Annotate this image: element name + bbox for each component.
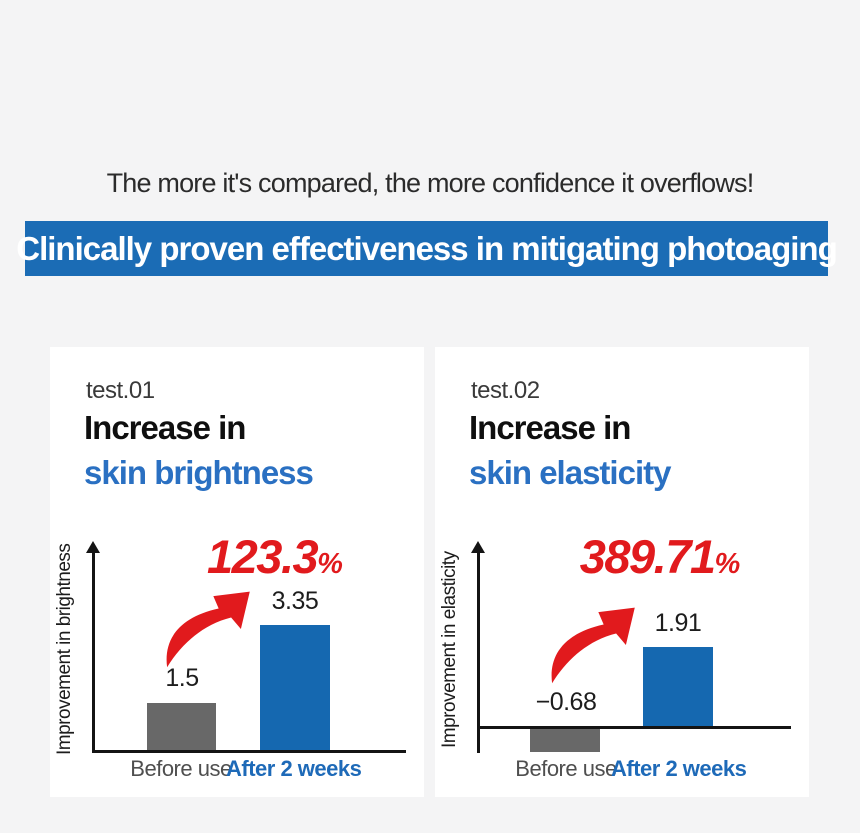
improvement-percent: 389.71% xyxy=(525,529,795,584)
y-axis-line xyxy=(477,553,480,753)
bar-value-before: 1.5 xyxy=(165,664,199,692)
bar-after-2-weeks xyxy=(643,647,713,726)
test-number-label: test.01 xyxy=(86,377,155,404)
test-number-label: test.02 xyxy=(471,377,540,404)
card-title-line1: Increase in xyxy=(84,409,246,446)
x-axis-line xyxy=(92,750,406,753)
growth-arrow-icon xyxy=(166,591,250,668)
y-axis-label: Improvement in brightness xyxy=(54,543,75,755)
percent-sign: % xyxy=(714,548,741,580)
bar-after-2-weeks xyxy=(260,625,330,750)
y-axis-line xyxy=(92,553,95,753)
brightness-chart: Improvement in brightness 123.3% 1.5 3.3… xyxy=(50,347,424,797)
y-axis-arrow-icon xyxy=(86,541,100,553)
category-label-after: After 2 weeks xyxy=(226,756,362,781)
percent-sign: % xyxy=(317,548,343,580)
card-title-line1: Increase in xyxy=(469,409,631,446)
category-label-before: Before use xyxy=(130,756,232,781)
y-axis-arrow-icon xyxy=(471,541,485,553)
elasticity-chart: Improvement in elasticity 389.71% −0.68 … xyxy=(435,347,809,797)
growth-arrow-icon xyxy=(551,607,635,684)
improvement-percent: 123.3% xyxy=(140,529,410,584)
percent-number: 123.3 xyxy=(207,530,319,583)
card-title-line2: skin brightness xyxy=(84,454,314,491)
bar-before-use xyxy=(147,703,216,750)
category-label-before: Before use xyxy=(515,756,617,781)
bar-value-before: −0.68 xyxy=(535,688,597,716)
card-skin-elasticity: test.02 Increase in skin elasticity Impr… xyxy=(435,347,809,797)
percent-number: 389.71 xyxy=(579,530,716,583)
bar-before-use xyxy=(530,729,600,752)
bar-value-after: 1.91 xyxy=(654,609,702,637)
category-label-after: After 2 weeks xyxy=(611,756,747,781)
banner-text: Clinically proven effectiveness in mitig… xyxy=(16,229,837,267)
x-axis-line xyxy=(477,726,791,729)
y-axis-label: Improvement in elasticity xyxy=(439,551,460,749)
banner: Clinically proven effectiveness in mitig… xyxy=(16,221,838,276)
page-headline: The more it's compared, the more confide… xyxy=(106,168,755,198)
card-title-line2: skin elasticity xyxy=(469,454,671,491)
bar-value-after: 3.35 xyxy=(271,587,319,615)
card-skin-brightness: test.01 Increase in skin brightness Impr… xyxy=(50,347,424,797)
